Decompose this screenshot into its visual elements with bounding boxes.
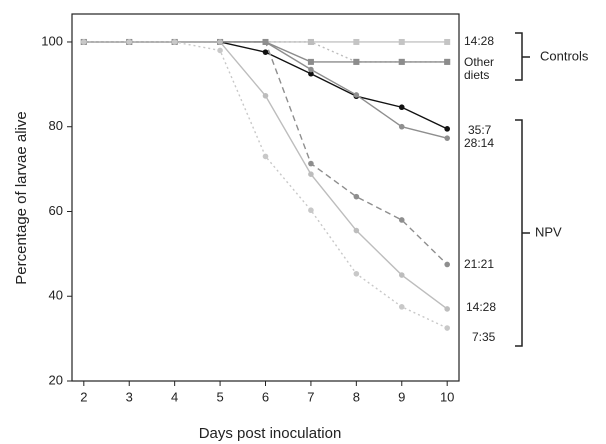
x-tick-label: 6: [262, 389, 269, 404]
y-tick-label: 100: [41, 33, 63, 48]
y-tick-label: 80: [49, 118, 63, 133]
x-axis-label: Days post inoculation: [199, 425, 342, 442]
x-tick-label: 10: [440, 389, 454, 404]
point: [353, 58, 360, 65]
annotation: Controls: [540, 48, 589, 63]
point: [262, 92, 269, 99]
point: [444, 58, 451, 65]
point: [398, 104, 405, 111]
point: [217, 47, 223, 54]
annotation: NPV: [535, 224, 562, 239]
series-label: 21:21: [464, 257, 495, 271]
point: [308, 171, 314, 177]
point: [262, 39, 269, 45]
series-label: 28:14: [464, 136, 495, 150]
point: [262, 49, 269, 55]
y-tick-label: 40: [49, 288, 63, 303]
point: [308, 66, 314, 73]
plot-frame: [71, 13, 460, 382]
point: [444, 38, 451, 45]
x-tick-label: 4: [171, 389, 178, 404]
point: [398, 304, 405, 310]
x-tick-label: 9: [398, 389, 405, 404]
series-line: [83, 41, 448, 265]
series-label: Other diets: [464, 55, 495, 82]
point: [307, 38, 314, 45]
point: [353, 193, 360, 200]
x-tick-label: 3: [126, 389, 133, 404]
series-label: 35:7: [468, 123, 492, 137]
series-line: [83, 41, 448, 130]
series-label: 14:28: [466, 300, 497, 314]
series-label: 7:35: [472, 330, 496, 344]
point: [308, 207, 314, 214]
point: [353, 227, 360, 234]
point: [444, 126, 450, 132]
point: [353, 38, 360, 45]
point: [308, 160, 314, 167]
series-line: [83, 41, 448, 139]
point: [126, 39, 133, 45]
y-axis-label: Percentage of larvae alive: [13, 111, 30, 284]
point: [398, 272, 405, 278]
series-label: 14:28: [464, 34, 495, 48]
point: [398, 58, 405, 65]
x-tick-label: 8: [353, 389, 360, 404]
x-tick-label: 7: [307, 389, 314, 404]
point: [353, 92, 360, 98]
point: [444, 261, 450, 268]
npv-bracket: [515, 119, 530, 347]
point: [398, 217, 405, 223]
point: [308, 70, 314, 77]
point: [444, 325, 450, 331]
controls-bracket: [515, 32, 530, 81]
point: [444, 135, 450, 141]
point: [262, 153, 269, 160]
x-tick-label: 5: [216, 389, 223, 404]
point: [353, 270, 360, 277]
y-tick-label: 20: [49, 372, 63, 387]
point: [81, 39, 87, 45]
series-line: [83, 41, 448, 329]
point: [444, 306, 450, 312]
point: [171, 39, 178, 45]
point: [398, 123, 405, 130]
series-line: [83, 41, 448, 310]
x-tick-label: 2: [80, 389, 87, 404]
point: [217, 39, 223, 45]
point: [398, 38, 405, 45]
point: [307, 58, 314, 65]
y-tick-label: 60: [49, 203, 63, 218]
